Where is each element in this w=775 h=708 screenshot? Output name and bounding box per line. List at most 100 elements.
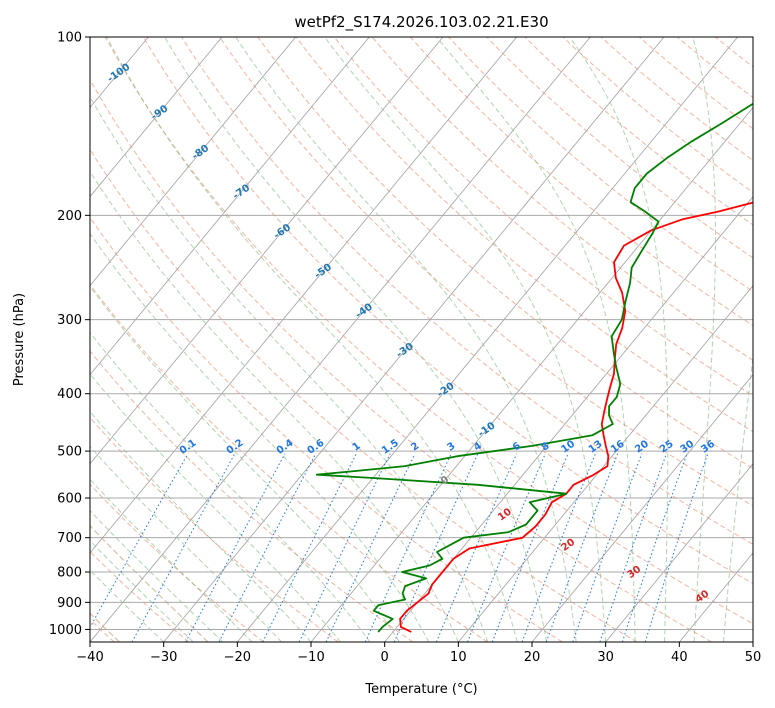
moist-adiabat <box>90 478 253 642</box>
moist-adiabat <box>90 540 194 642</box>
dry-adiabat <box>90 416 339 642</box>
mixing-ratio-line <box>599 453 668 642</box>
isotherm <box>310 106 753 642</box>
dry-adiabat <box>219 37 753 507</box>
dewpoint-line <box>315 102 753 633</box>
moist-adiabat-label: -100 <box>105 62 132 85</box>
dry-adiabat <box>90 283 488 642</box>
dry-adiabat <box>600 37 753 161</box>
moist-adiabat <box>692 37 716 642</box>
moist-adiabat <box>90 445 282 642</box>
moist-adiabat <box>723 352 753 642</box>
dry-adiabat <box>90 78 712 642</box>
mixing-ratio-line <box>325 453 416 642</box>
x-axis: −40 −30 −20 −10 0 10 20 30 40 50 <box>76 642 761 665</box>
dry-adiabat <box>257 37 753 470</box>
y-tick-label: 1000 <box>49 623 82 638</box>
y-tick-label: 600 <box>57 492 82 507</box>
mixing-ratio-label: 0.2 <box>225 438 246 457</box>
mixing-ratio-label: 1 <box>351 441 363 454</box>
mixing-ratio-label: 0.4 <box>275 438 296 457</box>
moist-adiabat <box>90 285 400 642</box>
x-axis-label: Temperature (°C) <box>364 682 477 697</box>
y-tick-label: 200 <box>57 209 82 224</box>
moist-adiabat-label: 40 <box>694 588 712 605</box>
mixing-ratio-line <box>467 453 546 642</box>
dry-adiabat <box>677 37 753 99</box>
dry-adiabat <box>90 148 638 642</box>
mixing-ratio-label: 20 <box>633 439 651 456</box>
y-tick-label: 300 <box>57 313 82 328</box>
dry-adiabat <box>638 37 753 130</box>
dry-adiabat <box>371 37 753 361</box>
mixing-ratio-label: 0.1 <box>178 438 199 457</box>
x-tick-label: 0 <box>381 650 389 665</box>
mixing-ratio-label: 6 <box>511 441 523 454</box>
dry-adiabat <box>90 483 264 642</box>
isotherm <box>90 37 223 198</box>
dry-adiabat <box>562 37 753 193</box>
mixing-ratio-label: 1.5 <box>380 438 401 457</box>
mixing-ratio-line <box>521 453 596 642</box>
y-tick-label: 800 <box>57 566 82 581</box>
moist-adiabat <box>90 569 165 642</box>
mixing-ratio-label: 3 <box>445 441 457 454</box>
mixing-ratio-label: 36 <box>699 439 717 456</box>
theta-w-line <box>90 524 209 642</box>
dry-adiabat <box>90 350 414 642</box>
mixing-ratio-line <box>572 453 643 642</box>
x-tick-label: −20 <box>224 650 251 665</box>
dry-adiabat <box>524 37 753 226</box>
mixing-ratio-line <box>364 453 452 642</box>
mixing-ratio-line <box>185 453 286 642</box>
x-tick-label: 50 <box>745 650 762 665</box>
dry-adiabat <box>142 37 753 585</box>
isotherm <box>0 37 1 642</box>
isotherm <box>90 37 518 554</box>
x-tick-label: 20 <box>524 650 541 665</box>
y-axis-label: Pressure (hPa) <box>12 293 27 386</box>
mixing-ratio-label: 30 <box>679 439 697 456</box>
mixing-ratio-line <box>644 453 709 642</box>
mixing-ratio-label: 4 <box>472 441 484 454</box>
moist-adiabat-label: -90 <box>149 103 170 122</box>
moist-adiabat <box>324 37 607 642</box>
isotherm <box>90 37 370 376</box>
dry-adiabat <box>181 37 753 545</box>
isotherm <box>90 37 591 642</box>
moist-adiabat <box>90 331 371 642</box>
y-tick-label: 400 <box>57 387 82 402</box>
y-tick-label: 700 <box>57 531 82 546</box>
moist-adiabat <box>106 37 518 642</box>
moist-adiabat-label: -50 <box>313 262 334 281</box>
isotherm <box>163 37 665 642</box>
y-tick-label: 500 <box>57 445 82 460</box>
dry-adiabat <box>754 37 775 642</box>
moist-adiabat <box>235 37 577 642</box>
mixing-ratio-line <box>621 453 688 642</box>
isotherm <box>457 284 753 642</box>
moist-adiabat-label: -40 <box>354 302 375 321</box>
isotherm <box>752 641 753 642</box>
isotherm <box>236 37 739 642</box>
background-lines <box>0 37 775 642</box>
mixing-ratio-line <box>298 453 391 642</box>
dry-adiabat <box>295 37 753 433</box>
mixing-ratio-label: 25 <box>658 439 676 456</box>
temperature-line <box>399 201 753 633</box>
isotherm <box>90 37 444 465</box>
moist-adiabat <box>569 37 669 642</box>
moist-adiabat <box>90 410 312 642</box>
moist-adiabat <box>90 373 341 642</box>
moist-adiabat <box>90 509 223 642</box>
moist-adiabat <box>90 95 489 642</box>
moist-adiabat-label: -30 <box>395 341 416 360</box>
isotherm <box>678 552 753 642</box>
dry-adiabat <box>448 37 753 293</box>
moist-adiabat-label: -60 <box>272 222 293 241</box>
mixing-ratio-line <box>218 453 317 642</box>
dry-adiabat <box>90 216 563 642</box>
isotherm <box>531 374 753 642</box>
moist-adiabat <box>436 37 636 642</box>
moist-adiabat <box>164 37 548 642</box>
